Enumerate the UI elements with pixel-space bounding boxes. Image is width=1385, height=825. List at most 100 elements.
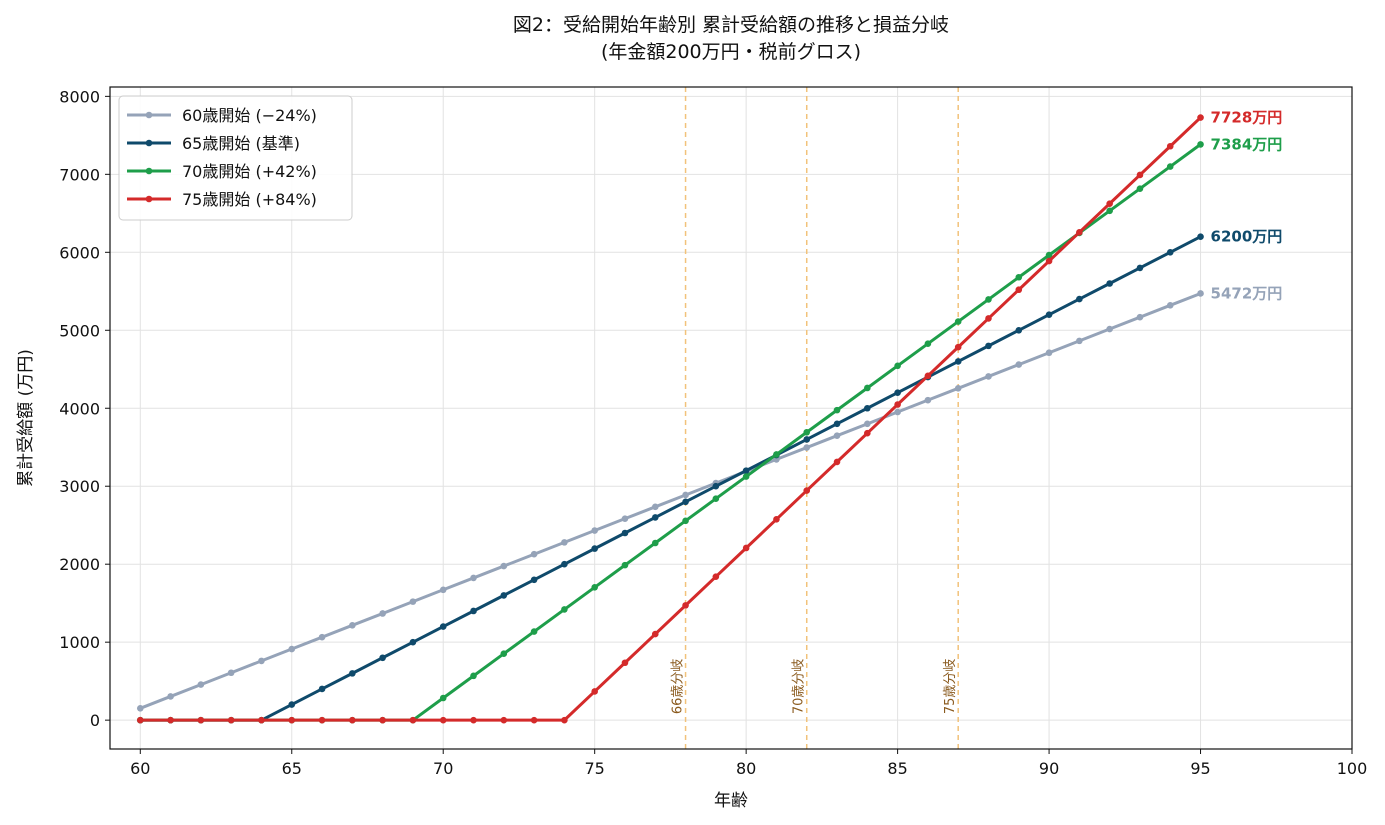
- data-point: [682, 517, 689, 525]
- data-point: [833, 406, 841, 414]
- x-tick-label: 60: [130, 759, 150, 778]
- data-point: [500, 650, 508, 658]
- series-line: [140, 143, 1202, 722]
- x-ticks: 60 65 70 75 80 85 90 95 100: [130, 749, 1367, 778]
- data-point: [500, 562, 508, 570]
- data-point: [803, 444, 811, 451]
- data-point: [864, 420, 871, 428]
- data-point: [167, 716, 174, 724]
- data-point: [500, 592, 508, 599]
- data-point: [258, 657, 265, 665]
- data-point: [1136, 185, 1144, 192]
- legend-marker: [145, 195, 153, 203]
- x-tick-label: 65: [282, 759, 302, 778]
- data-point: [197, 716, 205, 724]
- breakeven-label: 70歳分岐: [792, 659, 807, 715]
- x-tick-label: 100: [1337, 759, 1368, 778]
- data-point: [742, 544, 750, 552]
- data-point: [1106, 200, 1113, 207]
- data-point: [833, 458, 841, 466]
- data-point: [1106, 207, 1113, 215]
- data-point: [924, 396, 932, 404]
- legend-marker: [145, 111, 153, 119]
- y-tick-label: 7000: [59, 165, 100, 184]
- legend-label: 60歳開始 (−24%): [182, 106, 317, 125]
- data-point: [470, 574, 477, 582]
- breakeven-label: 75歳分岐: [943, 659, 958, 715]
- data-point: [833, 420, 841, 428]
- data-point: [1166, 163, 1174, 170]
- data-point: [1197, 233, 1204, 241]
- data-point: [379, 716, 386, 724]
- data-point: [1045, 251, 1053, 259]
- data-point: [1106, 325, 1113, 333]
- x-tick-label: 70: [433, 759, 453, 778]
- data-point: [349, 716, 356, 724]
- data-point: [954, 384, 962, 392]
- series-end-label: 7384万円: [1211, 135, 1283, 153]
- y-tick-label: 6000: [59, 243, 100, 262]
- data-point: [894, 389, 901, 396]
- data-point: [379, 654, 386, 662]
- data-point: [288, 645, 296, 653]
- chart-title: 図2：受給開始年齢別 累計受給額の推移と損益分岐: [513, 14, 949, 36]
- data-point: [1197, 114, 1204, 121]
- data-point: [1015, 361, 1023, 368]
- data-point: [439, 716, 447, 724]
- legend-marker: [145, 139, 153, 147]
- y-tick-label: 5000: [59, 321, 100, 340]
- x-tick-label: 75: [585, 759, 605, 778]
- series-end-label: 7728万円: [1211, 109, 1283, 127]
- series-end-label: 5472万円: [1211, 284, 1283, 302]
- data-point: [136, 716, 144, 724]
- data-point: [1136, 313, 1144, 321]
- chart-subtitle: (年金額200万円・税前グロス): [601, 41, 861, 63]
- data-point: [439, 694, 447, 702]
- data-point: [773, 451, 780, 458]
- data-point: [409, 716, 417, 724]
- data-point: [318, 633, 326, 641]
- data-point: [985, 315, 992, 322]
- data-point: [1045, 349, 1053, 357]
- legend-box: [118, 95, 353, 221]
- y-ticks: 0 1000 2000 3000 4000 5000 6000 7000 8000: [59, 87, 110, 730]
- data-point: [227, 716, 235, 724]
- data-point: [864, 429, 871, 437]
- data-point: [379, 610, 386, 617]
- data-point: [591, 688, 598, 695]
- data-point: [591, 545, 598, 552]
- y-tick-label: 4000: [59, 399, 100, 418]
- data-point: [712, 495, 720, 503]
- series-line: [139, 292, 1202, 710]
- data-point: [258, 716, 265, 724]
- y-tick-label: 1000: [59, 633, 100, 652]
- data-point: [470, 716, 477, 724]
- data-point: [530, 628, 538, 635]
- data-point: [1015, 326, 1023, 334]
- data-point: [591, 583, 598, 591]
- data-point: [439, 586, 447, 594]
- data-point: [318, 716, 326, 724]
- data-point: [349, 670, 356, 677]
- data-point: [894, 408, 901, 416]
- data-point: [742, 473, 750, 480]
- data-point: [470, 672, 477, 680]
- x-tick-label: 80: [736, 759, 756, 778]
- data-point: [1076, 337, 1083, 345]
- x-axis-label: 年齢: [714, 791, 748, 811]
- data-point: [833, 432, 841, 440]
- data-point: [1166, 142, 1174, 150]
- data-point: [954, 358, 962, 365]
- y-tick-label: 8000: [59, 87, 100, 106]
- data-point: [682, 602, 689, 609]
- legend-label: 70歳開始 (+42%): [182, 162, 317, 181]
- data-point: [803, 428, 811, 436]
- data-point: [924, 340, 932, 347]
- data-point: [318, 685, 326, 693]
- data-point: [864, 404, 871, 412]
- data-point: [530, 550, 538, 558]
- data-point: [803, 436, 811, 443]
- data-point: [197, 681, 205, 688]
- data-point: [1136, 171, 1144, 179]
- data-point: [530, 576, 538, 584]
